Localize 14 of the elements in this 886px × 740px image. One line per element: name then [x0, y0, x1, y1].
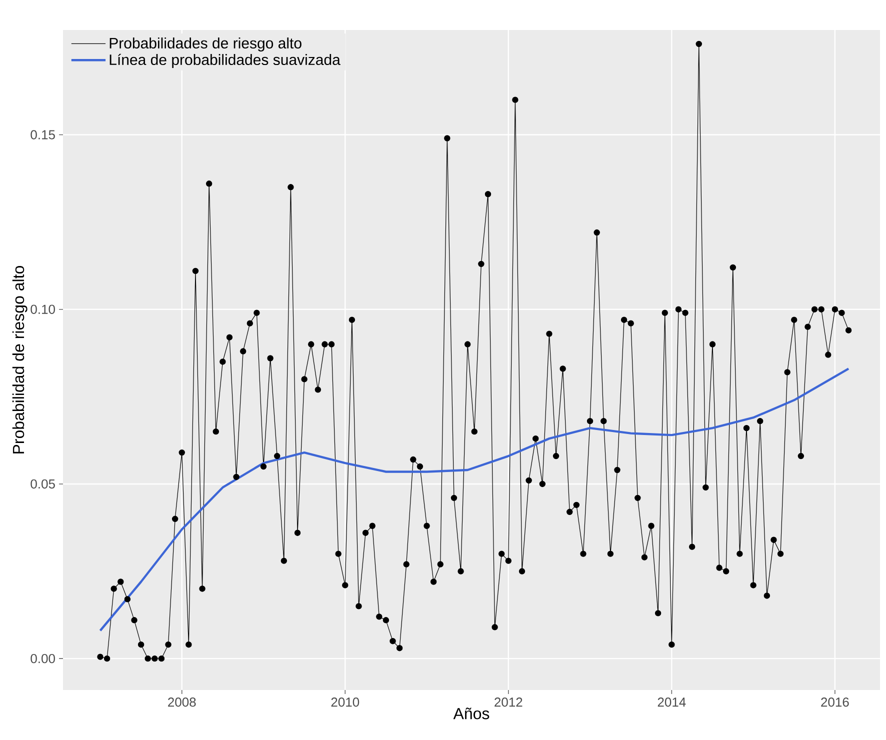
line-series [99, 368, 850, 632]
x-tick-label: 2008 [168, 698, 196, 707]
legend-label: Probabilidades de riesgo alto [110, 38, 302, 52]
y-axis-title: Probabilidad de riesgo alto [12, 266, 28, 454]
x-tick-label: 2016 [821, 698, 849, 707]
x-axis-title: Años [453, 708, 490, 720]
y-tick-label: 0.15 [30, 130, 55, 140]
y-tick-label: 0.10 [30, 304, 55, 314]
y-tick-label: 0.00 [30, 654, 55, 664]
x-tick-label: 2012 [494, 698, 522, 707]
legend-label: Línea de probabilidades suavizada [110, 54, 340, 68]
y-tick-label: 0.05 [30, 479, 55, 489]
x-tick-label: 2010 [331, 698, 360, 707]
x-tick-label: 2014 [658, 698, 686, 707]
